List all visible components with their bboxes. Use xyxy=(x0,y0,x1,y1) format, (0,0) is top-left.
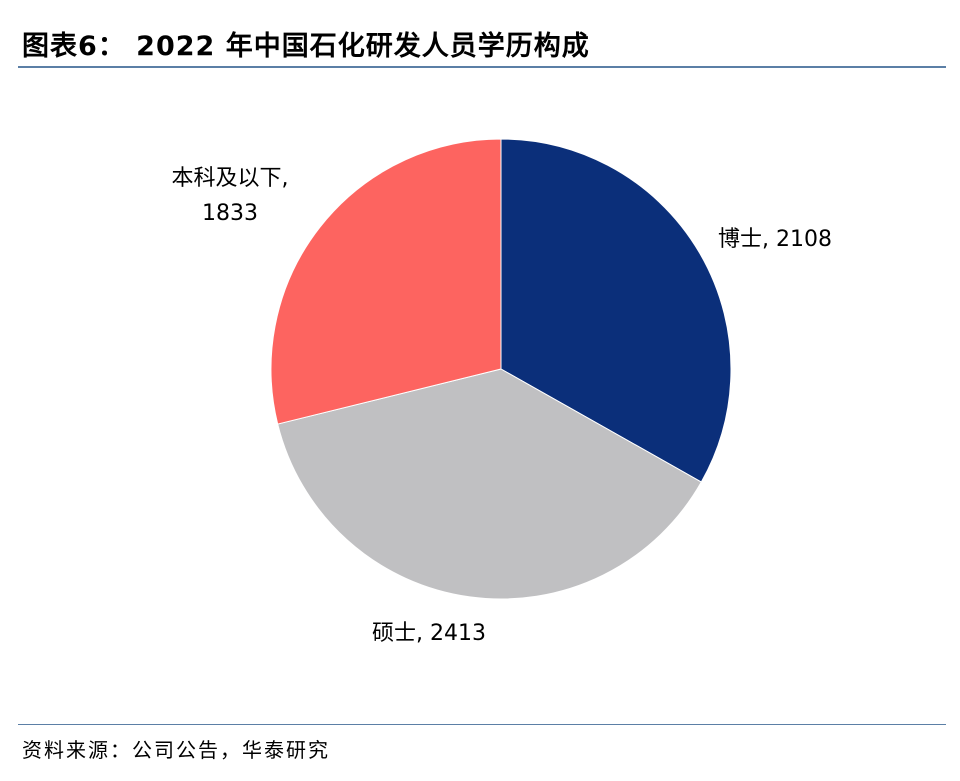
slice-label-bachelor-value: 1833 xyxy=(202,201,258,226)
footer-divider xyxy=(18,724,946,725)
slice-bachelor xyxy=(270,138,502,425)
slice-master xyxy=(277,368,702,600)
slice-label-doctor: 博士, 2108 xyxy=(718,227,832,252)
slice-doctor xyxy=(500,138,732,483)
figure-title: 图表6： 2022 年中国石化研发人员学历构成 xyxy=(22,31,590,62)
slice-label-master: 硕士, 2413 xyxy=(372,621,486,646)
title-divider xyxy=(18,66,946,68)
source-note: 资料来源：公司公告，华泰研究 xyxy=(22,738,330,762)
slice-label-bachelor: 本科及以下, xyxy=(172,166,289,191)
